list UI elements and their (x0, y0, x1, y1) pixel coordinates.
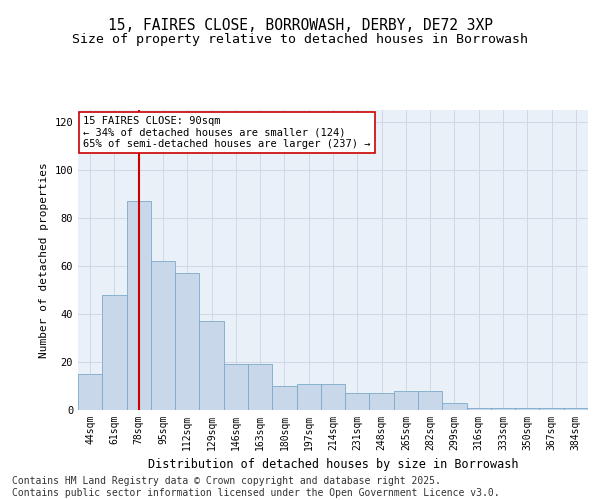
Bar (370, 393, 394, 410)
Text: 15, FAIRES CLOSE, BORROWASH, DERBY, DE72 3XP: 15, FAIRES CLOSE, BORROWASH, DERBY, DE72… (107, 18, 493, 32)
Text: Size of property relative to detached houses in Borrowash: Size of property relative to detached ho… (72, 32, 528, 46)
Bar (272, 386, 296, 410)
X-axis label: Distribution of detached houses by size in Borrowash: Distribution of detached houses by size … (148, 458, 518, 471)
Bar (345, 393, 370, 410)
Bar (151, 261, 175, 410)
Bar (564, 408, 588, 410)
Bar (78, 374, 102, 410)
Bar (102, 295, 127, 410)
Bar (199, 321, 224, 410)
Bar (296, 384, 321, 410)
Bar (418, 391, 442, 410)
Bar (515, 408, 539, 410)
Bar (442, 403, 467, 410)
Bar (175, 273, 199, 410)
Text: Contains HM Land Registry data © Crown copyright and database right 2025.
Contai: Contains HM Land Registry data © Crown c… (12, 476, 500, 498)
Bar (224, 364, 248, 410)
Bar (394, 391, 418, 410)
Bar (127, 201, 151, 410)
Bar (491, 408, 515, 410)
Y-axis label: Number of detached properties: Number of detached properties (39, 162, 49, 358)
Bar (321, 384, 345, 410)
Bar (539, 408, 564, 410)
Bar (467, 408, 491, 410)
Bar (248, 364, 272, 410)
Text: 15 FAIRES CLOSE: 90sqm
← 34% of detached houses are smaller (124)
65% of semi-de: 15 FAIRES CLOSE: 90sqm ← 34% of detached… (83, 116, 371, 149)
